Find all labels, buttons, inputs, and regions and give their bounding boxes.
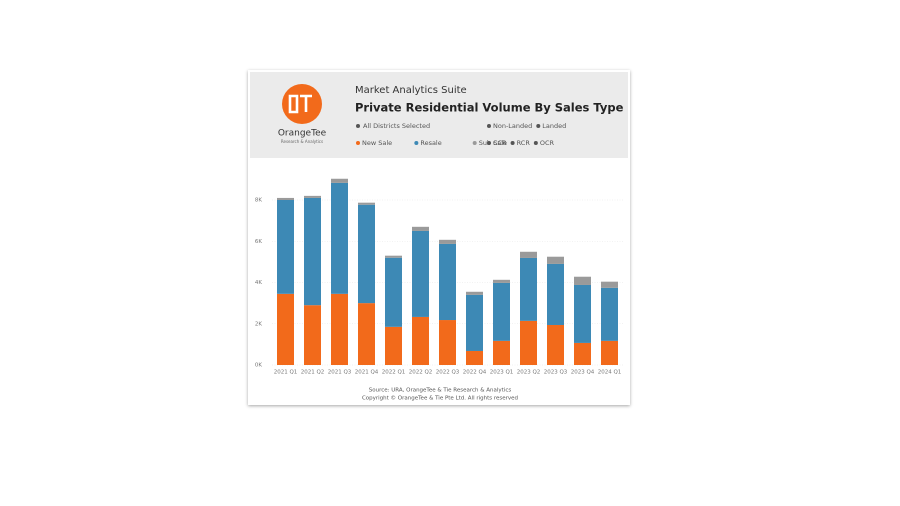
filter-dot — [356, 124, 360, 128]
bar-segment — [304, 305, 321, 365]
x-tick-label: 2023 Q4 — [571, 370, 595, 376]
source: Source: URA, OrangeTee & Tie Research & … — [369, 388, 512, 394]
bar-segment — [547, 256, 564, 264]
bar-segment — [601, 287, 618, 341]
legend[interactable]: New Sale — [362, 139, 392, 147]
type-filter-dot — [487, 124, 491, 128]
bar-segment — [466, 350, 483, 365]
logo — [282, 84, 322, 124]
bar-segment — [358, 303, 375, 365]
bar-segment — [277, 197, 294, 200]
bar-segment — [547, 263, 564, 325]
bar-segment — [466, 291, 483, 295]
bar-segment — [520, 251, 537, 258]
bar-segment — [358, 204, 375, 304]
bar-segment — [412, 230, 429, 317]
type-filter[interactable]: Non-Landed — [493, 122, 532, 130]
region-filter[interactable]: OCR — [540, 139, 555, 147]
bar-segment — [493, 282, 510, 341]
legend-dot — [356, 141, 360, 145]
x-tick-label: 2021 Q4 — [355, 370, 379, 376]
y-tick-label: 2K — [255, 321, 262, 327]
bar-segment — [277, 200, 294, 294]
bar-segment — [574, 276, 591, 285]
y-tick-label: 0K — [255, 363, 262, 369]
x-tick-label: 2023 Q3 — [544, 370, 568, 376]
logo-glyph — [288, 94, 312, 114]
chart-title: Private Residential Volume By Sales Type — [355, 101, 624, 115]
copyright: Copyright © OrangeTee & Tie Pte Ltd. All… — [362, 395, 518, 402]
region-filter[interactable]: RCR — [517, 139, 531, 147]
legend[interactable]: Resale — [420, 139, 441, 147]
bar-segment — [493, 279, 510, 283]
bar-segment — [601, 281, 618, 288]
x-tick-label: 2021 Q3 — [328, 370, 352, 376]
district-filter[interactable]: All Districts Selected — [363, 122, 430, 130]
bar-segment — [439, 320, 456, 365]
bar-segment — [331, 178, 348, 183]
x-tick-label: 2023 Q1 — [490, 370, 514, 376]
legend[interactable]: Sub Sale — [479, 139, 507, 147]
bar-segment — [412, 226, 429, 231]
bar-segment — [385, 257, 402, 327]
x-tick-label: 2021 Q2 — [301, 370, 325, 376]
logo-circle — [282, 84, 322, 124]
bar-segment — [331, 182, 348, 294]
bar-segment — [574, 284, 591, 343]
bar-segment — [358, 202, 375, 205]
bar-segment — [304, 195, 321, 198]
x-tick-label: 2023 Q2 — [517, 370, 541, 376]
legend-dot — [472, 141, 477, 145]
x-tick-label: 2022 Q3 — [436, 370, 460, 376]
bar-segment — [439, 239, 456, 244]
bar-segment — [412, 316, 429, 365]
bar-segment — [574, 342, 591, 365]
region-filter-dot — [510, 141, 515, 145]
bar-segment — [493, 340, 510, 365]
x-tick-label: 2021 Q1 — [274, 370, 298, 376]
region-filter[interactable]: CCR — [493, 139, 507, 147]
x-tick-label: 2024 Q1 — [598, 370, 622, 376]
bar-segment — [547, 324, 564, 365]
region-filter-dot — [533, 141, 538, 145]
x-tick-label: 2022 Q4 — [463, 370, 487, 376]
y-tick-label: 4K — [255, 280, 262, 286]
bar-segment — [520, 320, 537, 365]
y-tick-label: 6K — [255, 239, 262, 245]
type-filter[interactable]: Landed — [542, 122, 566, 130]
bar-segment — [331, 293, 348, 365]
suite-title: Market Analytics Suite — [355, 85, 467, 96]
bar-segment — [385, 326, 402, 365]
bar-segment — [439, 243, 456, 321]
bar-segment — [520, 257, 537, 321]
x-tick-label: 2022 Q1 — [382, 370, 406, 376]
y-tick-label: 8K — [255, 198, 262, 204]
bar-segment — [304, 197, 321, 306]
bar-segment — [277, 293, 294, 365]
type-filter-dot — [536, 124, 541, 128]
bar-segment — [466, 294, 483, 351]
bar-segment — [601, 340, 618, 365]
bar-segment — [385, 255, 402, 258]
brand: OrangeTee — [278, 129, 327, 139]
region-filter-dot — [487, 141, 491, 145]
x-tick-label: 2022 Q2 — [409, 370, 433, 376]
legend-dot — [414, 141, 419, 145]
brand-tagline: Research & Analytics — [281, 139, 323, 144]
